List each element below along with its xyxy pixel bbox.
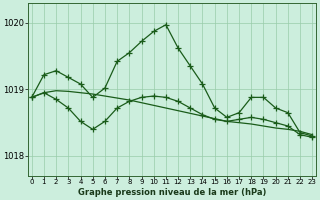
X-axis label: Graphe pression niveau de la mer (hPa): Graphe pression niveau de la mer (hPa) <box>78 188 266 197</box>
